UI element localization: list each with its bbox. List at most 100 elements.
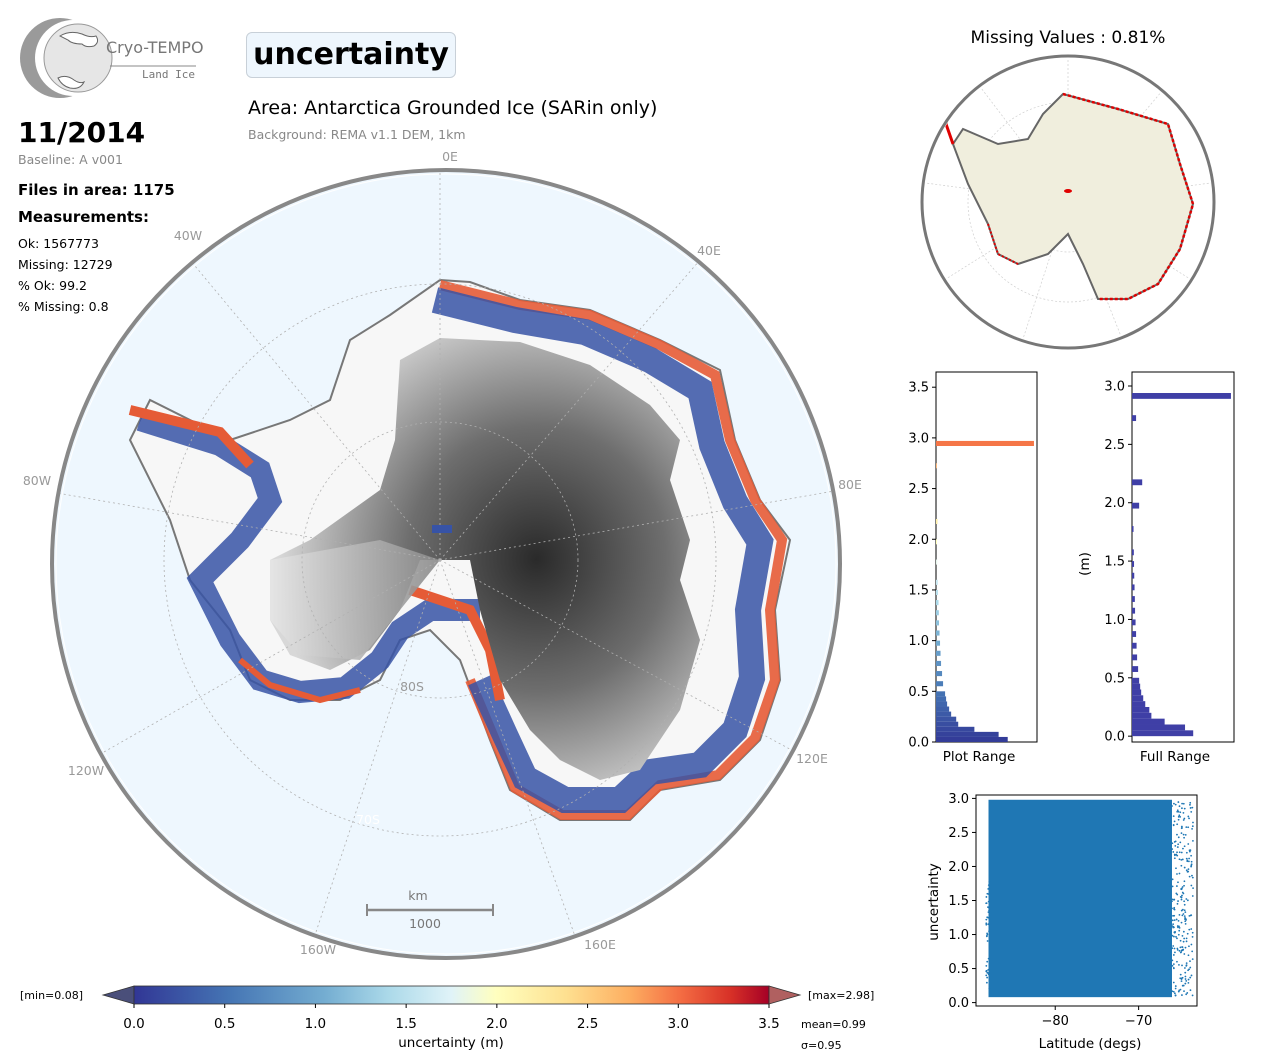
scatter-point (1185, 993, 1188, 996)
hist1-xlabel: Plot Range (943, 749, 1016, 765)
scatter-point (1187, 815, 1190, 818)
hist-bar (936, 726, 975, 732)
main-map: 0E 40W 40E 80W 80E 120W 120E 160W 160E 8… (23, 149, 862, 960)
missing-values-map (920, 54, 1216, 350)
scatter-point (1175, 885, 1178, 887)
scatter-point (1177, 815, 1180, 818)
hist-bar (1132, 642, 1137, 649)
hist-ytick-label: 0.0 (908, 736, 929, 751)
scatter-point (1173, 931, 1176, 934)
scatter-point (1184, 911, 1187, 913)
scatter-point (1185, 964, 1188, 967)
scatter-point (1171, 959, 1174, 962)
scatter-point (1176, 948, 1179, 951)
scatter-ytick-label: 3.0 (948, 792, 969, 807)
scatter-point (1176, 833, 1178, 836)
scatter-point (1183, 953, 1186, 955)
scatter-point (1185, 851, 1188, 854)
hist-ytick-label: 3.0 (1104, 380, 1125, 395)
scatter-point (1179, 841, 1182, 844)
files-in-area: Files in area: 1175 (18, 181, 175, 199)
scatter-point (1181, 858, 1184, 861)
scatter-point (1183, 903, 1186, 906)
scatter-point (1188, 914, 1191, 917)
scatter-point (1187, 860, 1190, 863)
scatter-point (988, 975, 991, 978)
lon-label-40w: 40W (174, 228, 202, 243)
scatter-point (1182, 819, 1185, 821)
scatter-point (1179, 946, 1182, 949)
hist-bar (1132, 724, 1186, 731)
scatter-point (1191, 827, 1193, 830)
scatter-point (1187, 954, 1190, 957)
hist-ytick-label: 2.0 (1104, 496, 1125, 511)
scatter-point (1171, 842, 1174, 845)
scatter-point (1186, 899, 1189, 902)
scatter-point (1181, 894, 1183, 897)
scale-bar-unit: km (408, 888, 427, 903)
hist-ytick-label: 1.5 (1104, 555, 1125, 570)
hist-bar (936, 620, 940, 626)
hist-bar (1132, 607, 1136, 614)
scatter-point (1180, 898, 1183, 901)
hist-frame (935, 371, 1038, 743)
scatter-point (1182, 948, 1185, 951)
scatter-point (1172, 990, 1175, 993)
scatter-point (1176, 810, 1179, 813)
scatter-point (1178, 926, 1181, 929)
scatter-point (1188, 875, 1191, 878)
scatter-point (1179, 895, 1182, 898)
scatter-point (1177, 926, 1179, 929)
scatter-point (1171, 934, 1174, 937)
date-label: 11/2014 (18, 116, 146, 149)
scatter-point (1183, 817, 1186, 820)
scatter-point (1191, 950, 1194, 953)
parameter-title: uncertainty (246, 32, 456, 78)
scatter-point (1183, 967, 1186, 969)
scale-bar-value: 1000 (409, 916, 441, 931)
hist-bar (936, 731, 999, 737)
scatter-point (1172, 935, 1175, 938)
scatter-point (986, 933, 989, 936)
hist-bar (1132, 393, 1231, 399)
scatter-ytick-label: 0.0 (948, 996, 969, 1011)
scatter-point (988, 930, 990, 933)
scatter-point (1176, 925, 1179, 927)
scatter-point (1177, 843, 1180, 846)
hist-bar (1132, 549, 1134, 556)
hist-bar (1132, 479, 1143, 486)
scatter-point (1180, 832, 1183, 835)
scatter-point (1171, 919, 1174, 922)
lon-label-0e: 0E (442, 149, 458, 164)
hist-bar (936, 660, 942, 666)
scatter-point (1174, 951, 1176, 954)
hist-bar (936, 721, 959, 727)
hist-ytick-label: 2.0 (908, 533, 929, 548)
missing-map-title: Missing Values : 0.81% (970, 28, 1166, 48)
hist-bar (1132, 712, 1152, 719)
scatter-point (1188, 817, 1190, 820)
scatter-point (1182, 940, 1185, 943)
stat-pct-missing: % Missing: 0.8 (18, 299, 109, 314)
scatter-point (1171, 878, 1174, 881)
colorbar-mean-label: mean=0.99 (801, 1018, 866, 1031)
scatter-point (1188, 968, 1191, 971)
scatter-point (987, 957, 990, 960)
hist-bar (1132, 706, 1150, 713)
dem-background (270, 338, 700, 780)
scatter-point (985, 896, 988, 898)
scatter-point (1179, 815, 1182, 818)
scatter-point (1183, 807, 1186, 810)
hist-ytick-label: 1.0 (908, 634, 929, 649)
lon-label-120e: 120E (796, 751, 828, 766)
colorbar-tick-label: 3.0 (668, 1016, 689, 1032)
scatter-point (1174, 994, 1177, 997)
area-title: Area: Antarctica Grounded Ice (SARin onl… (248, 97, 658, 119)
colorbar-tick-label: 0.5 (214, 1016, 235, 1032)
hist-bar (936, 736, 1008, 742)
scatter-point (1189, 966, 1192, 969)
scatter-ytick-label: 1.0 (948, 928, 969, 943)
lat-label-80s: 80S (400, 679, 424, 694)
hist-ytick-label: 0.5 (908, 685, 929, 700)
scatter-point (1183, 915, 1186, 917)
